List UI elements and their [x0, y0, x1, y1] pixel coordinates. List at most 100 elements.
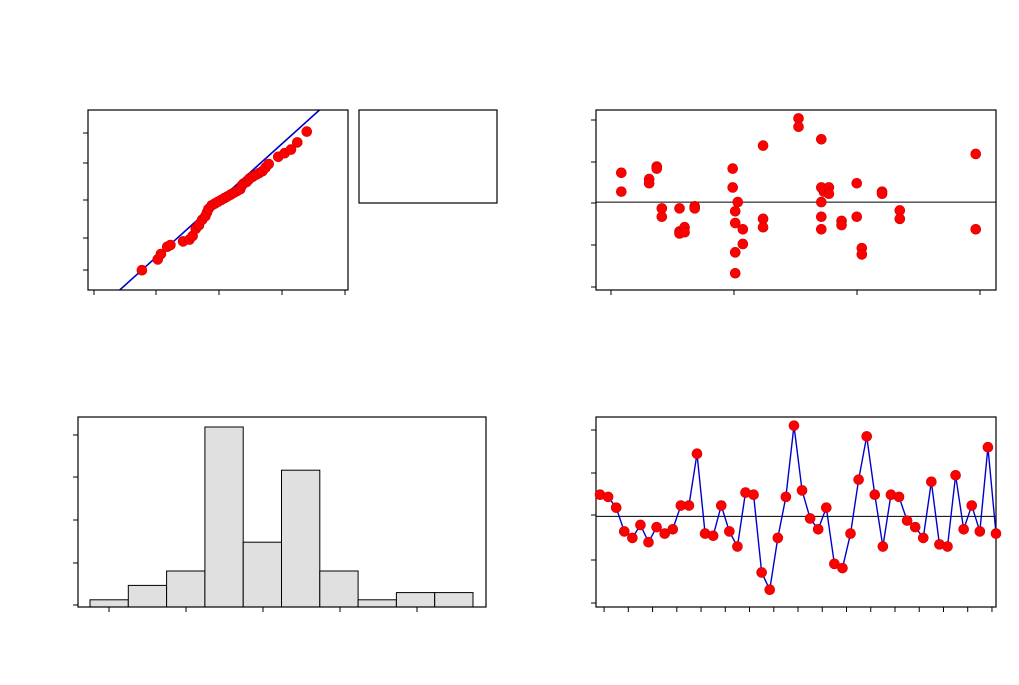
rvo-point-28 — [821, 502, 832, 513]
rvf-point-47 — [970, 148, 982, 160]
rvo-point-9 — [667, 523, 679, 535]
npp-point-34 — [263, 158, 275, 170]
rvo-point-40 — [917, 532, 929, 544]
rvo-point-4 — [627, 532, 638, 544]
rvf-point-0 — [616, 167, 627, 179]
rvo-point-30 — [837, 562, 848, 574]
hist-bar-3 — [204, 426, 244, 608]
rvf-point-8 — [674, 203, 685, 214]
rvo-point-35 — [877, 541, 889, 552]
rvf-point-17 — [729, 206, 741, 217]
rvf-point-46 — [894, 213, 906, 225]
rvf-point-28 — [793, 121, 804, 133]
histogram-plot — [73, 416, 487, 612]
rvo-point-47 — [974, 526, 986, 537]
rvf-point-3 — [643, 177, 655, 189]
rvf-point-18 — [729, 217, 741, 229]
rvo-point-33 — [861, 431, 873, 442]
rvf-frame — [595, 109, 997, 291]
hist-bar-1 — [127, 584, 168, 608]
rvo-frame — [595, 416, 997, 608]
rvo-point-32 — [853, 474, 864, 485]
rvo-point-25 — [796, 485, 808, 496]
rvo-point-49 — [990, 528, 1002, 539]
rvo-point-24 — [788, 420, 800, 431]
rvo-point-3 — [618, 526, 630, 537]
rvo-point-15 — [715, 500, 727, 511]
rvf-point-7 — [656, 211, 668, 223]
rvf-point-23 — [737, 238, 749, 250]
rvo-point-21 — [764, 584, 776, 596]
rvo-point-45 — [958, 523, 969, 535]
rvo-point-19 — [748, 489, 759, 501]
rvo-point-8 — [659, 528, 670, 539]
npp-point-2 — [155, 248, 167, 260]
rvo-point-46 — [966, 500, 978, 511]
rvf-point-21 — [732, 196, 744, 208]
rvf-point-42 — [856, 249, 868, 260]
rvo-point-44 — [950, 469, 961, 481]
rvf-point-22 — [737, 224, 749, 235]
normal-probability-plot — [83, 109, 349, 295]
rvf-point-48 — [970, 224, 982, 235]
rvf-point-38 — [836, 219, 847, 231]
rvo-point-1 — [602, 491, 614, 503]
rvo-point-29 — [829, 558, 840, 570]
rvf-point-24 — [757, 140, 769, 151]
rvo-point-5 — [635, 519, 646, 531]
rvo-point-26 — [804, 513, 816, 524]
rvo-point-23 — [780, 491, 792, 503]
hist-frame — [77, 416, 487, 608]
rvo-series-line — [599, 425, 997, 593]
rvf-point-31 — [816, 196, 827, 208]
npp-point-4 — [165, 239, 176, 251]
npp-point-37 — [285, 144, 297, 155]
npp-point-39 — [301, 126, 313, 137]
rvf-point-32 — [816, 211, 827, 223]
hist-bar-2 — [166, 570, 206, 608]
hist-bar-8 — [395, 592, 436, 608]
rvo-point-16 — [724, 526, 735, 537]
legend-box — [358, 109, 498, 204]
npp-point-0 — [136, 264, 148, 276]
rvo-point-6 — [643, 536, 654, 548]
rvf-point-1 — [616, 186, 627, 197]
rvo-point-38 — [901, 515, 913, 526]
rvf-point-19 — [729, 247, 741, 258]
rvo-point-12 — [691, 448, 703, 460]
hist-bar-0 — [89, 599, 129, 608]
rvf-point-39 — [851, 177, 863, 189]
rvf-point-26 — [757, 221, 769, 233]
rvo-point-27 — [812, 523, 824, 535]
rvf-point-40 — [851, 211, 863, 223]
hist-bar-6 — [319, 570, 359, 608]
rvf-point-36 — [823, 188, 835, 200]
rvo-point-31 — [845, 528, 856, 539]
rvf-point-33 — [816, 224, 827, 235]
rvf-point-5 — [651, 163, 663, 174]
rvo-point-17 — [732, 541, 743, 552]
rvf-point-14 — [689, 203, 701, 214]
rvf-point-15 — [727, 163, 739, 174]
rvf-point-44 — [876, 188, 888, 200]
hist-bar-5 — [281, 469, 321, 608]
rvo-point-37 — [893, 491, 905, 503]
rvf-point-29 — [816, 134, 827, 145]
rvo-point-43 — [942, 541, 953, 552]
npp-point-38 — [291, 137, 303, 148]
rvo-point-34 — [869, 489, 881, 501]
residuals-vs-order-plot — [591, 416, 1002, 612]
rvf-point-16 — [727, 182, 739, 193]
rvo-point-22 — [772, 532, 784, 544]
rvo-point-11 — [683, 500, 695, 511]
rvo-point-14 — [707, 530, 719, 542]
legend-frame — [358, 109, 498, 204]
rvo-point-2 — [610, 502, 622, 513]
rvo-point-39 — [909, 521, 921, 533]
hist-bar-7 — [357, 599, 397, 608]
rvf-point-20 — [729, 267, 741, 279]
rvo-point-7 — [651, 521, 662, 533]
hist-bar-9 — [434, 592, 474, 608]
